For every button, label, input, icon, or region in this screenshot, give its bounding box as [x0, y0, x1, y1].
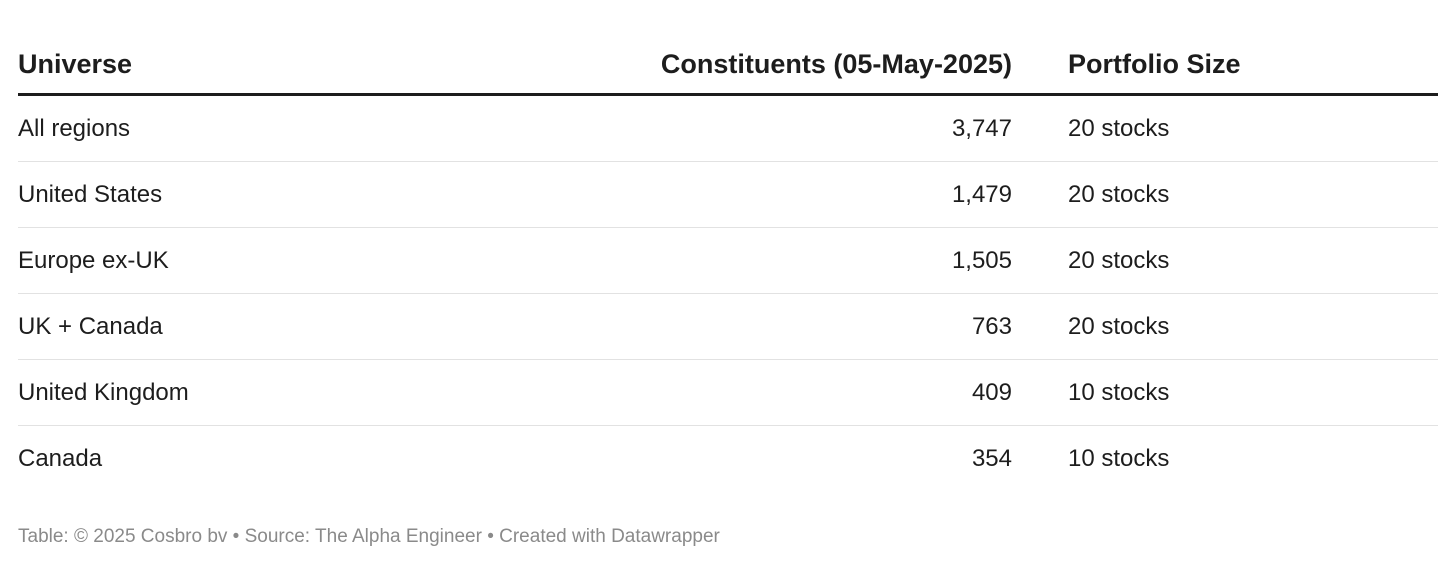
- column-header-portfolio-size: Portfolio Size: [1068, 49, 1241, 79]
- universe-cell: United Kingdom: [18, 378, 189, 406]
- data-table: Universe Constituents (05-May-2025) Port…: [18, 36, 1438, 492]
- portfolio-size-cell: 20 stocks: [1068, 312, 1170, 340]
- universe-cell: Europe ex-UK: [18, 246, 169, 274]
- constituents-cell: 3,747: [951, 114, 1012, 142]
- table-footer-credits: Table: © 2025 Cosbro bv • Source: The Al…: [18, 526, 720, 547]
- table-row: United Kingdom 409 10 stocks: [18, 360, 1438, 426]
- table-row: UK + Canada 763 20 stocks: [18, 294, 1438, 360]
- column-header-constituents: Constituents (05-May-2025): [660, 49, 1012, 79]
- portfolio-size-cell: 10 stocks: [1068, 445, 1170, 472]
- table-row: Canada 354 10 stocks: [18, 426, 1438, 492]
- table-header-row: Universe Constituents (05-May-2025) Port…: [18, 36, 1438, 96]
- constituents-cell: 409: [971, 378, 1012, 406]
- universe-cell: All regions: [18, 114, 131, 142]
- table-row: All regions 3,747 20 stocks: [18, 96, 1438, 162]
- universe-cell: United States: [18, 180, 163, 208]
- constituents-cell: 354: [971, 445, 1012, 472]
- portfolio-size-cell: 10 stocks: [1068, 378, 1170, 406]
- portfolio-size-cell: 20 stocks: [1068, 246, 1170, 274]
- constituents-cell: 763: [971, 312, 1012, 340]
- universe-cell: UK + Canada: [18, 312, 163, 340]
- portfolio-size-cell: 20 stocks: [1068, 114, 1170, 142]
- constituents-cell: 1,505: [951, 246, 1012, 274]
- table-row: United States 1,479 20 stocks: [18, 162, 1438, 228]
- table-row: Europe ex-UK 1,505 20 stocks: [18, 228, 1438, 294]
- universe-cell: Canada: [18, 445, 103, 472]
- column-header-universe: Universe: [18, 49, 133, 79]
- portfolio-size-cell: 20 stocks: [1068, 180, 1170, 208]
- constituents-cell: 1,479: [951, 180, 1012, 208]
